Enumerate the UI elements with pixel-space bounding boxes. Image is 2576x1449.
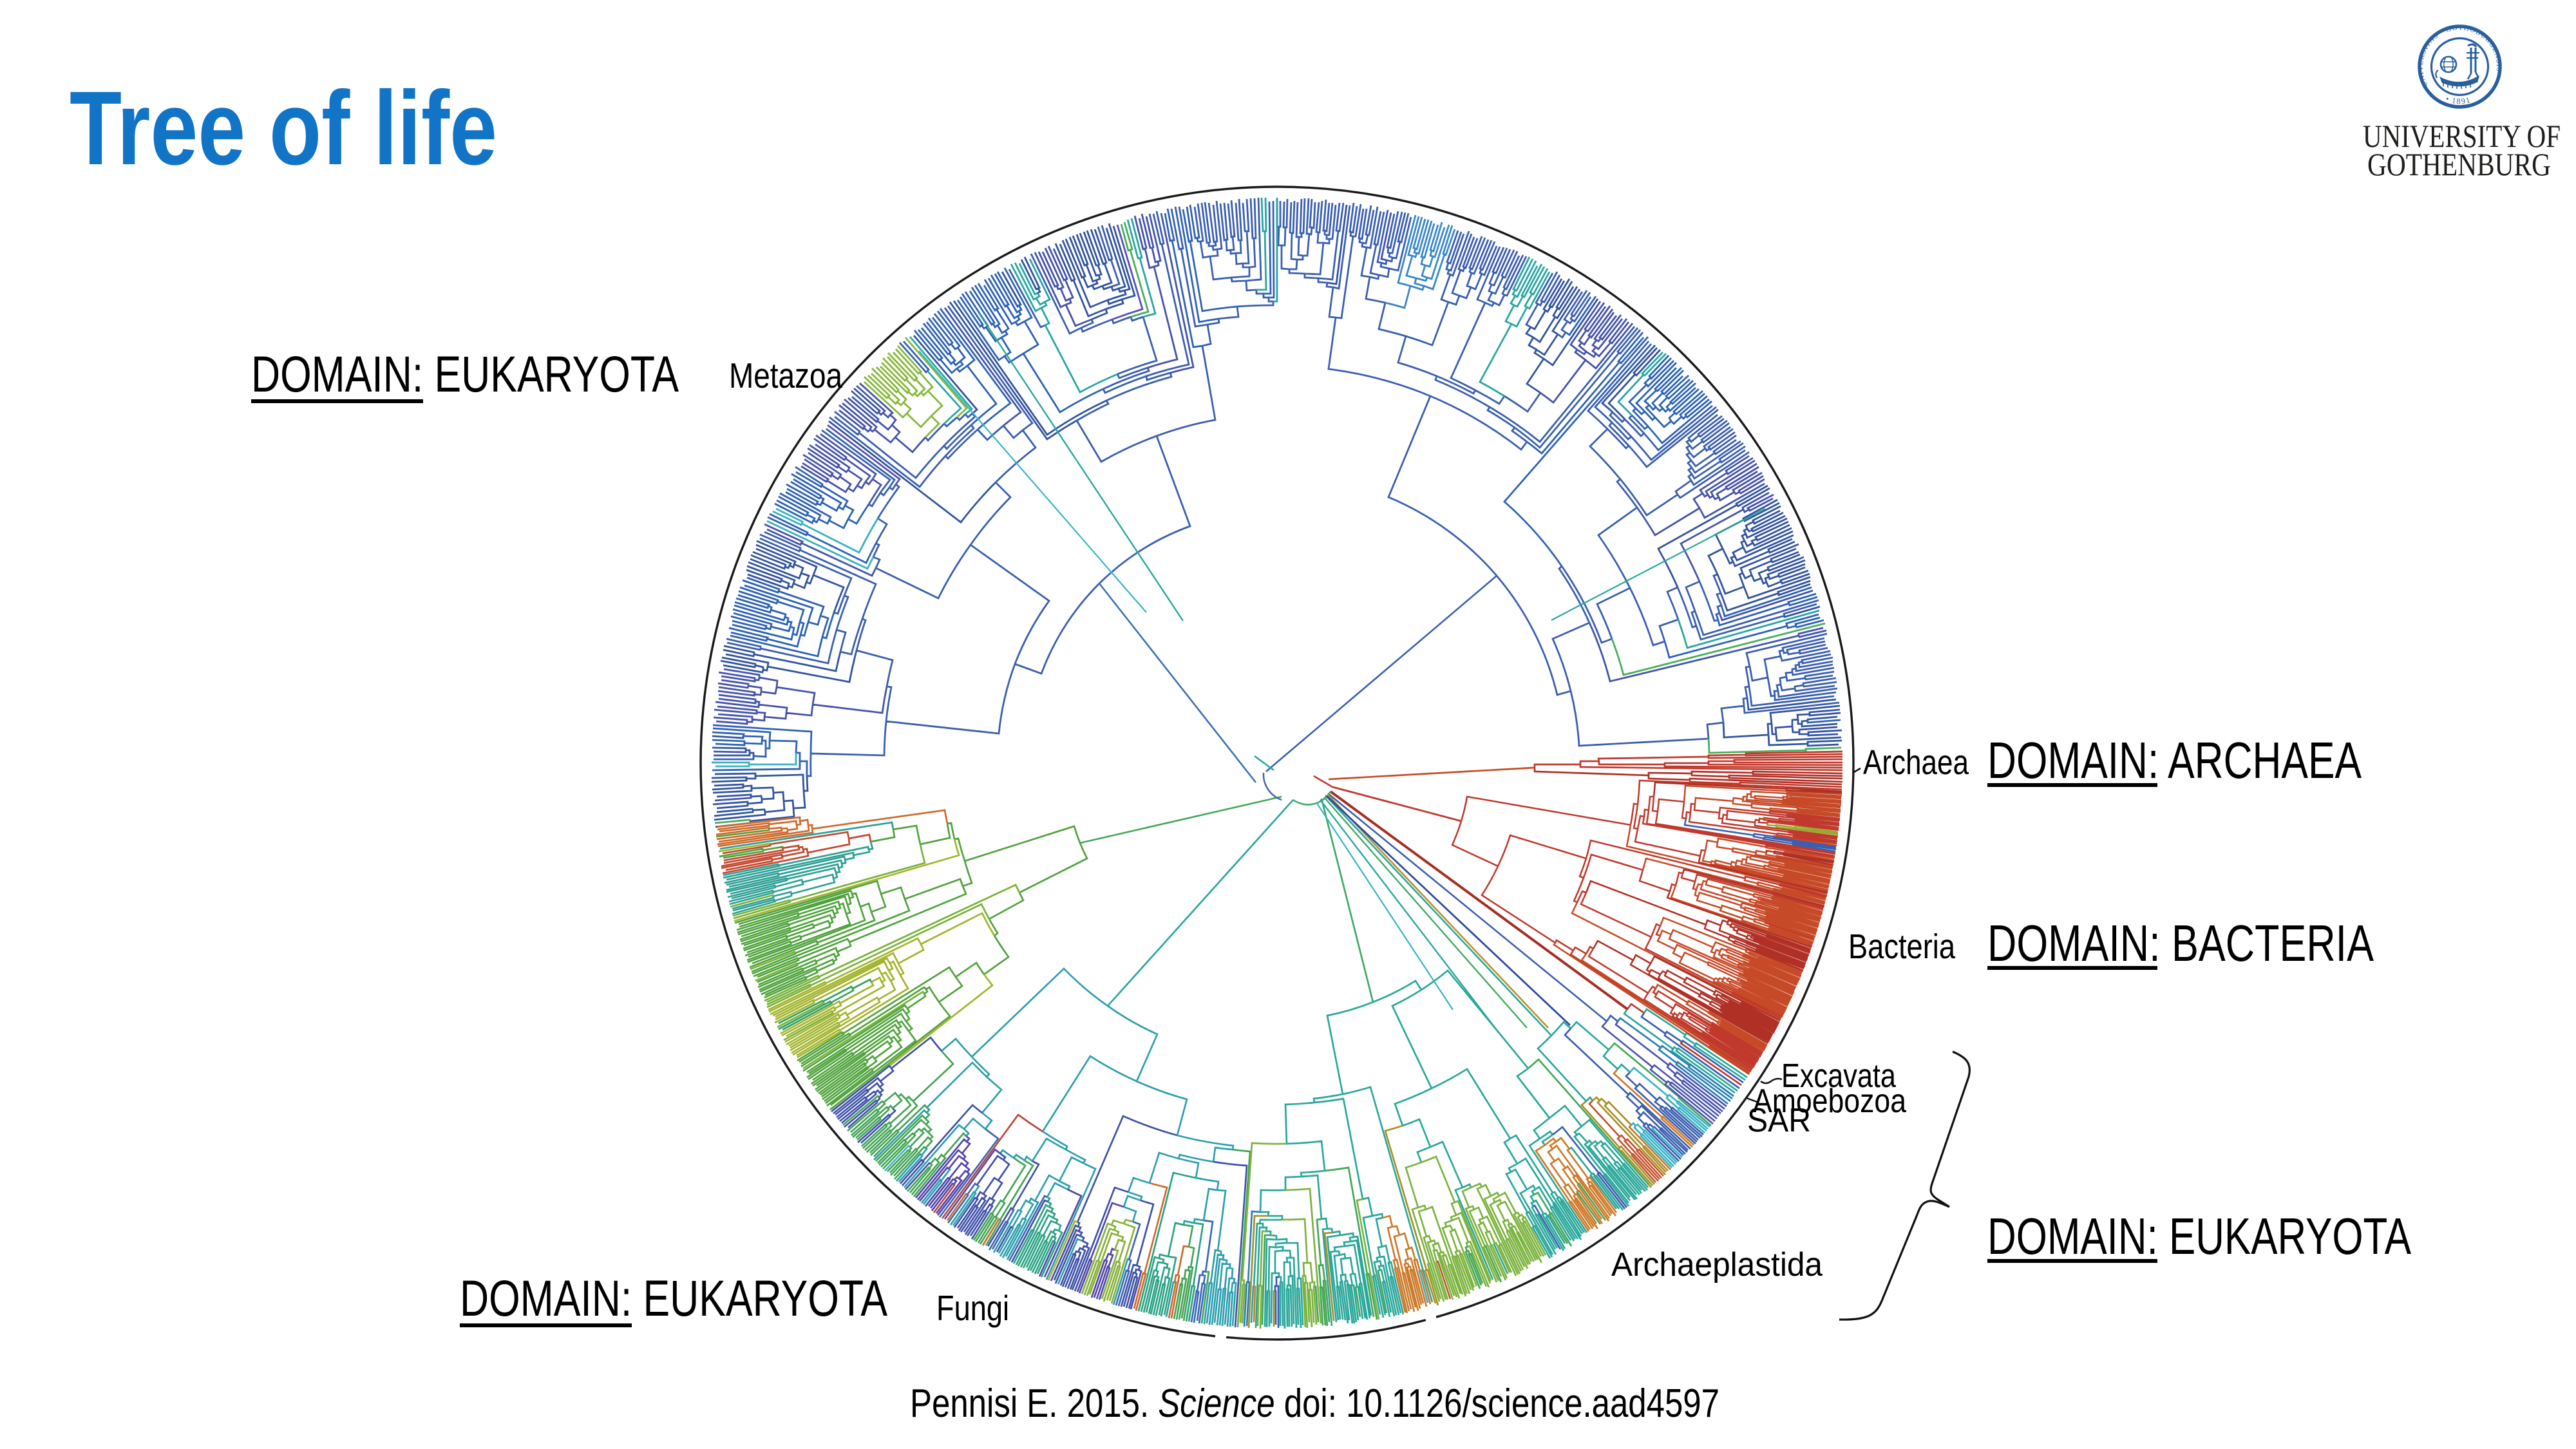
svg-text:Pennisi E. 2015. Science doi:: Pennisi E. 2015. Science doi: 10.1126/sc… [910,1381,1719,1426]
svg-text:Fungi: Fungi [936,1288,1009,1328]
svg-text:Excavata: Excavata [1781,1057,1896,1095]
svg-text:Archaea: Archaea [1863,743,1969,782]
svg-text:GOTHENBURG: GOTHENBURG [2367,146,2551,182]
svg-text:Bacteria: Bacteria [1848,927,1956,966]
svg-text:Tree of life: Tree of life [70,69,497,187]
svg-text:UNIVERSITY OF: UNIVERSITY OF [2363,118,2561,154]
svg-text:DOMAIN: EUKARYOTA: DOMAIN: EUKARYOTA [251,345,679,402]
svg-text:UNIVERSITAS • GOTHOBURGENSIS: UNIVERSITAS • GOTHOBURGENSIS [2417,24,2503,88]
svg-text:Amoebozoa: Amoebozoa [1753,1083,1906,1120]
svg-text:DOMAIN: BACTERIA: DOMAIN: BACTERIA [1987,914,2374,972]
svg-text:Metazoa: Metazoa [729,355,842,395]
svg-text:DOMAIN: EUKARYOTA: DOMAIN: EUKARYOTA [460,1269,887,1327]
svg-text:Archaeplastida: Archaeplastida [1611,1246,1823,1283]
svg-text:DOMAIN: EUKARYOTA: DOMAIN: EUKARYOTA [1987,1208,2411,1265]
svg-text:SAR: SAR [1747,1102,1811,1139]
svg-text:DOMAIN: ARCHAEA: DOMAIN: ARCHAEA [1987,732,2362,789]
